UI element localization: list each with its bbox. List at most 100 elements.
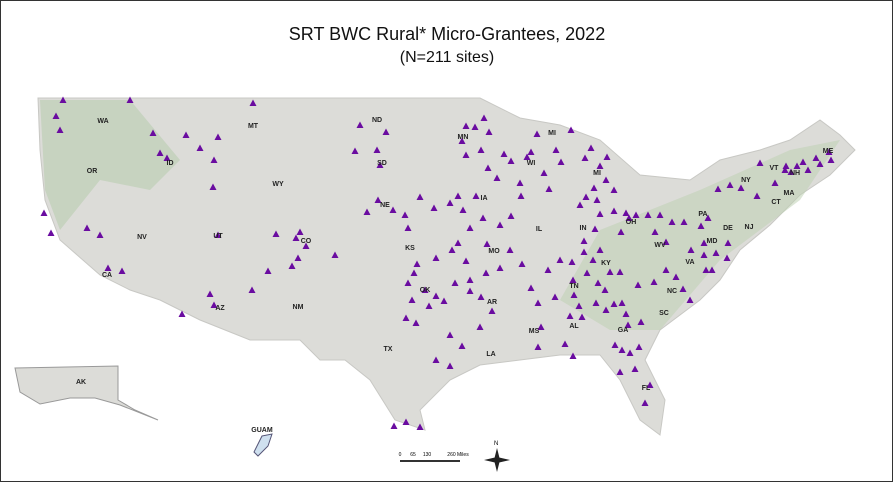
site-marker bbox=[413, 260, 421, 267]
state-label: WY bbox=[272, 181, 284, 188]
site-marker bbox=[825, 148, 833, 155]
site-marker bbox=[104, 264, 112, 271]
site-marker bbox=[686, 296, 694, 303]
site-marker bbox=[708, 266, 716, 273]
site-marker bbox=[302, 242, 310, 249]
state-label: NV bbox=[137, 234, 147, 241]
site-marker bbox=[575, 302, 583, 309]
site-marker bbox=[606, 268, 614, 275]
north-arrow: N bbox=[484, 441, 510, 472]
site-marker bbox=[331, 251, 339, 258]
site-marker bbox=[401, 211, 409, 218]
site-marker bbox=[248, 286, 256, 293]
site-marker bbox=[432, 254, 440, 261]
site-marker bbox=[483, 240, 491, 247]
state-label: CT bbox=[771, 199, 781, 206]
state-label: AZ bbox=[215, 305, 225, 312]
site-marker bbox=[374, 196, 382, 203]
site-marker bbox=[390, 422, 398, 429]
site-marker bbox=[466, 287, 474, 294]
site-marker bbox=[126, 96, 134, 103]
site-marker bbox=[373, 146, 381, 153]
site-marker bbox=[603, 153, 611, 160]
site-marker bbox=[477, 146, 485, 153]
state-label: NE bbox=[380, 202, 390, 209]
site-marker bbox=[534, 343, 542, 350]
state-label: NJ bbox=[745, 224, 754, 231]
site-marker bbox=[594, 279, 602, 286]
state-label: NC bbox=[667, 288, 677, 295]
site-marker bbox=[472, 192, 480, 199]
site-marker bbox=[610, 186, 618, 193]
state-label: VT bbox=[770, 165, 780, 172]
site-marker bbox=[249, 99, 257, 106]
site-marker bbox=[590, 184, 598, 191]
site-marker bbox=[446, 362, 454, 369]
state-label: ND bbox=[372, 117, 382, 124]
eastern-forest bbox=[560, 140, 840, 330]
alaska-label: AK bbox=[76, 379, 86, 386]
site-marker bbox=[507, 157, 515, 164]
site-marker bbox=[687, 246, 695, 253]
state-label: IA bbox=[481, 195, 488, 202]
state-label: FL bbox=[642, 385, 651, 392]
site-marker bbox=[118, 267, 126, 274]
site-marker bbox=[432, 356, 440, 363]
state-label: MT bbox=[248, 123, 259, 130]
site-marker bbox=[523, 153, 531, 160]
western-forest bbox=[40, 100, 180, 230]
site-marker bbox=[47, 229, 55, 236]
site-marker bbox=[408, 296, 416, 303]
site-marker bbox=[799, 158, 807, 165]
site-marker bbox=[781, 166, 789, 173]
site-marker bbox=[610, 300, 618, 307]
site-marker bbox=[506, 246, 514, 253]
site-marker bbox=[363, 208, 371, 215]
site-marker bbox=[517, 192, 525, 199]
site-marker bbox=[580, 248, 588, 255]
site-marker bbox=[425, 302, 433, 309]
north-label: N bbox=[494, 441, 498, 447]
state-label: MO bbox=[488, 248, 500, 255]
site-marker bbox=[96, 231, 104, 238]
state-label: SC bbox=[659, 310, 669, 317]
site-marker bbox=[156, 149, 164, 156]
site-marker bbox=[700, 239, 708, 246]
site-marker bbox=[540, 169, 548, 176]
site-marker bbox=[724, 239, 732, 246]
site-marker bbox=[611, 341, 619, 348]
site-marker bbox=[593, 196, 601, 203]
state-label: WI bbox=[527, 160, 536, 167]
site-marker bbox=[622, 209, 630, 216]
site-marker bbox=[756, 159, 764, 166]
state-label: TX bbox=[384, 346, 393, 353]
site-marker bbox=[723, 254, 731, 261]
site-marker bbox=[466, 224, 474, 231]
scale-label: 65 bbox=[410, 452, 416, 458]
site-marker bbox=[416, 193, 424, 200]
title: SRT BWC Rural* Micro-Grantees, 2022 bbox=[289, 24, 605, 44]
site-marker bbox=[516, 179, 524, 186]
site-marker bbox=[500, 150, 508, 157]
state-label: NY bbox=[741, 177, 751, 184]
site-marker bbox=[816, 160, 824, 167]
state-label: IN bbox=[580, 225, 587, 232]
site-marker bbox=[618, 299, 626, 306]
site-marker bbox=[568, 258, 576, 265]
site-marker bbox=[462, 151, 470, 158]
site-marker bbox=[753, 192, 761, 199]
site-marker bbox=[507, 212, 515, 219]
site-marker bbox=[582, 193, 590, 200]
site-marker bbox=[476, 323, 484, 330]
site-marker bbox=[454, 239, 462, 246]
site-marker bbox=[446, 199, 454, 206]
site-marker bbox=[209, 183, 217, 190]
site-marker bbox=[580, 237, 588, 244]
site-marker bbox=[416, 423, 424, 430]
site-marker bbox=[454, 192, 462, 199]
state-label: ID bbox=[167, 160, 174, 167]
site-marker bbox=[296, 228, 304, 235]
alaska-inset bbox=[14, 365, 159, 421]
state-label: VA bbox=[685, 259, 694, 266]
site-marker bbox=[737, 184, 745, 191]
